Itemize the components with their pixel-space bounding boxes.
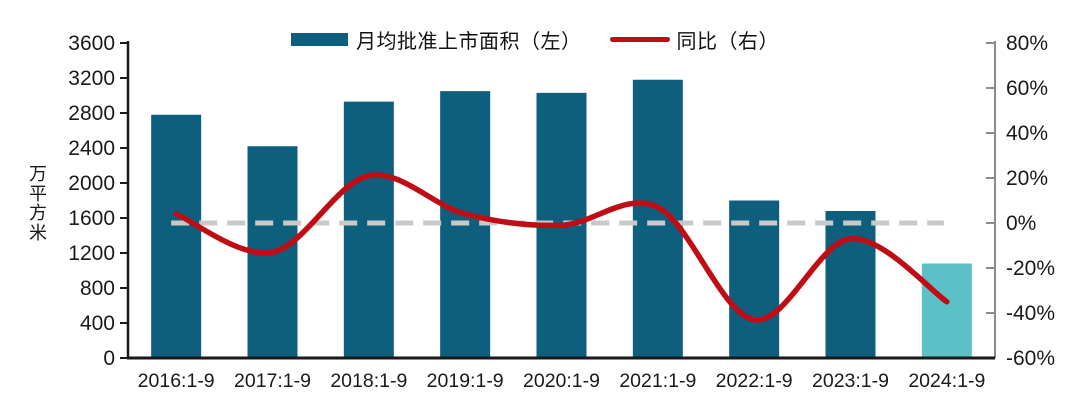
bar-2018:1-9 bbox=[343, 101, 394, 358]
yoy-line bbox=[173, 172, 950, 323]
right-axis-tick-label: -20% bbox=[1006, 257, 1055, 280]
x-axis-tick-label: 2019:1-9 bbox=[427, 370, 504, 392]
x-axis-tick-label: 2016:1-9 bbox=[138, 370, 215, 392]
bar-2023:1-9 bbox=[825, 211, 876, 358]
left-axis-tick-label: 1600 bbox=[68, 207, 115, 230]
x-axis-tick-label: 2022:1-9 bbox=[716, 370, 793, 392]
legend: 月均批准上市面积（左） 同比（右） bbox=[291, 25, 779, 54]
right-axis-tick-label: 0% bbox=[1006, 212, 1036, 235]
right-axis-tick-label: -60% bbox=[1006, 347, 1055, 370]
left-axis-tick-label: 2800 bbox=[68, 102, 115, 125]
bar-2024:1-9 bbox=[921, 263, 972, 358]
x-axis-tick-label: 2021:1-9 bbox=[619, 370, 696, 392]
bar-2022:1-9 bbox=[729, 200, 780, 358]
right-axis-tick-label: 40% bbox=[1006, 122, 1048, 145]
left-axis-tick-label: 3200 bbox=[68, 67, 115, 90]
left-axis-tick-label: 800 bbox=[80, 277, 115, 300]
left-axis-tick-label: 3600 bbox=[68, 32, 115, 55]
bar-2016:1-9 bbox=[151, 114, 202, 358]
left-axis-tick-label: 1200 bbox=[68, 242, 115, 265]
left-axis-tick-label: 0 bbox=[103, 347, 115, 370]
x-axis-tick-label: 2020:1-9 bbox=[523, 370, 600, 392]
right-axis-tick-label: 80% bbox=[1006, 32, 1048, 55]
right-axis-tick-label: 20% bbox=[1006, 167, 1048, 190]
left-axis-title: 万平方米 bbox=[29, 164, 47, 243]
legend-bar-swatch bbox=[291, 33, 348, 46]
legend-line-label: 同比（右） bbox=[676, 31, 779, 53]
x-axis-tick-label: 2017:1-9 bbox=[234, 370, 311, 392]
legend-bar-label: 月均批准上市面积（左） bbox=[356, 31, 582, 53]
right-axis-tick-label: -40% bbox=[1006, 302, 1055, 325]
x-axis-tick-label: 2023:1-9 bbox=[812, 370, 889, 392]
left-axis-tick-label: 2400 bbox=[68, 137, 115, 160]
left-axis-tick-label: 2000 bbox=[68, 172, 115, 195]
x-axis-tick-label: 2018:1-9 bbox=[330, 370, 407, 392]
x-axis-tick-label: 2024:1-9 bbox=[908, 370, 985, 392]
right-axis-tick-label: 60% bbox=[1006, 77, 1048, 100]
legend-line-swatch bbox=[609, 37, 670, 42]
left-axis-tick-label: 400 bbox=[80, 312, 115, 335]
